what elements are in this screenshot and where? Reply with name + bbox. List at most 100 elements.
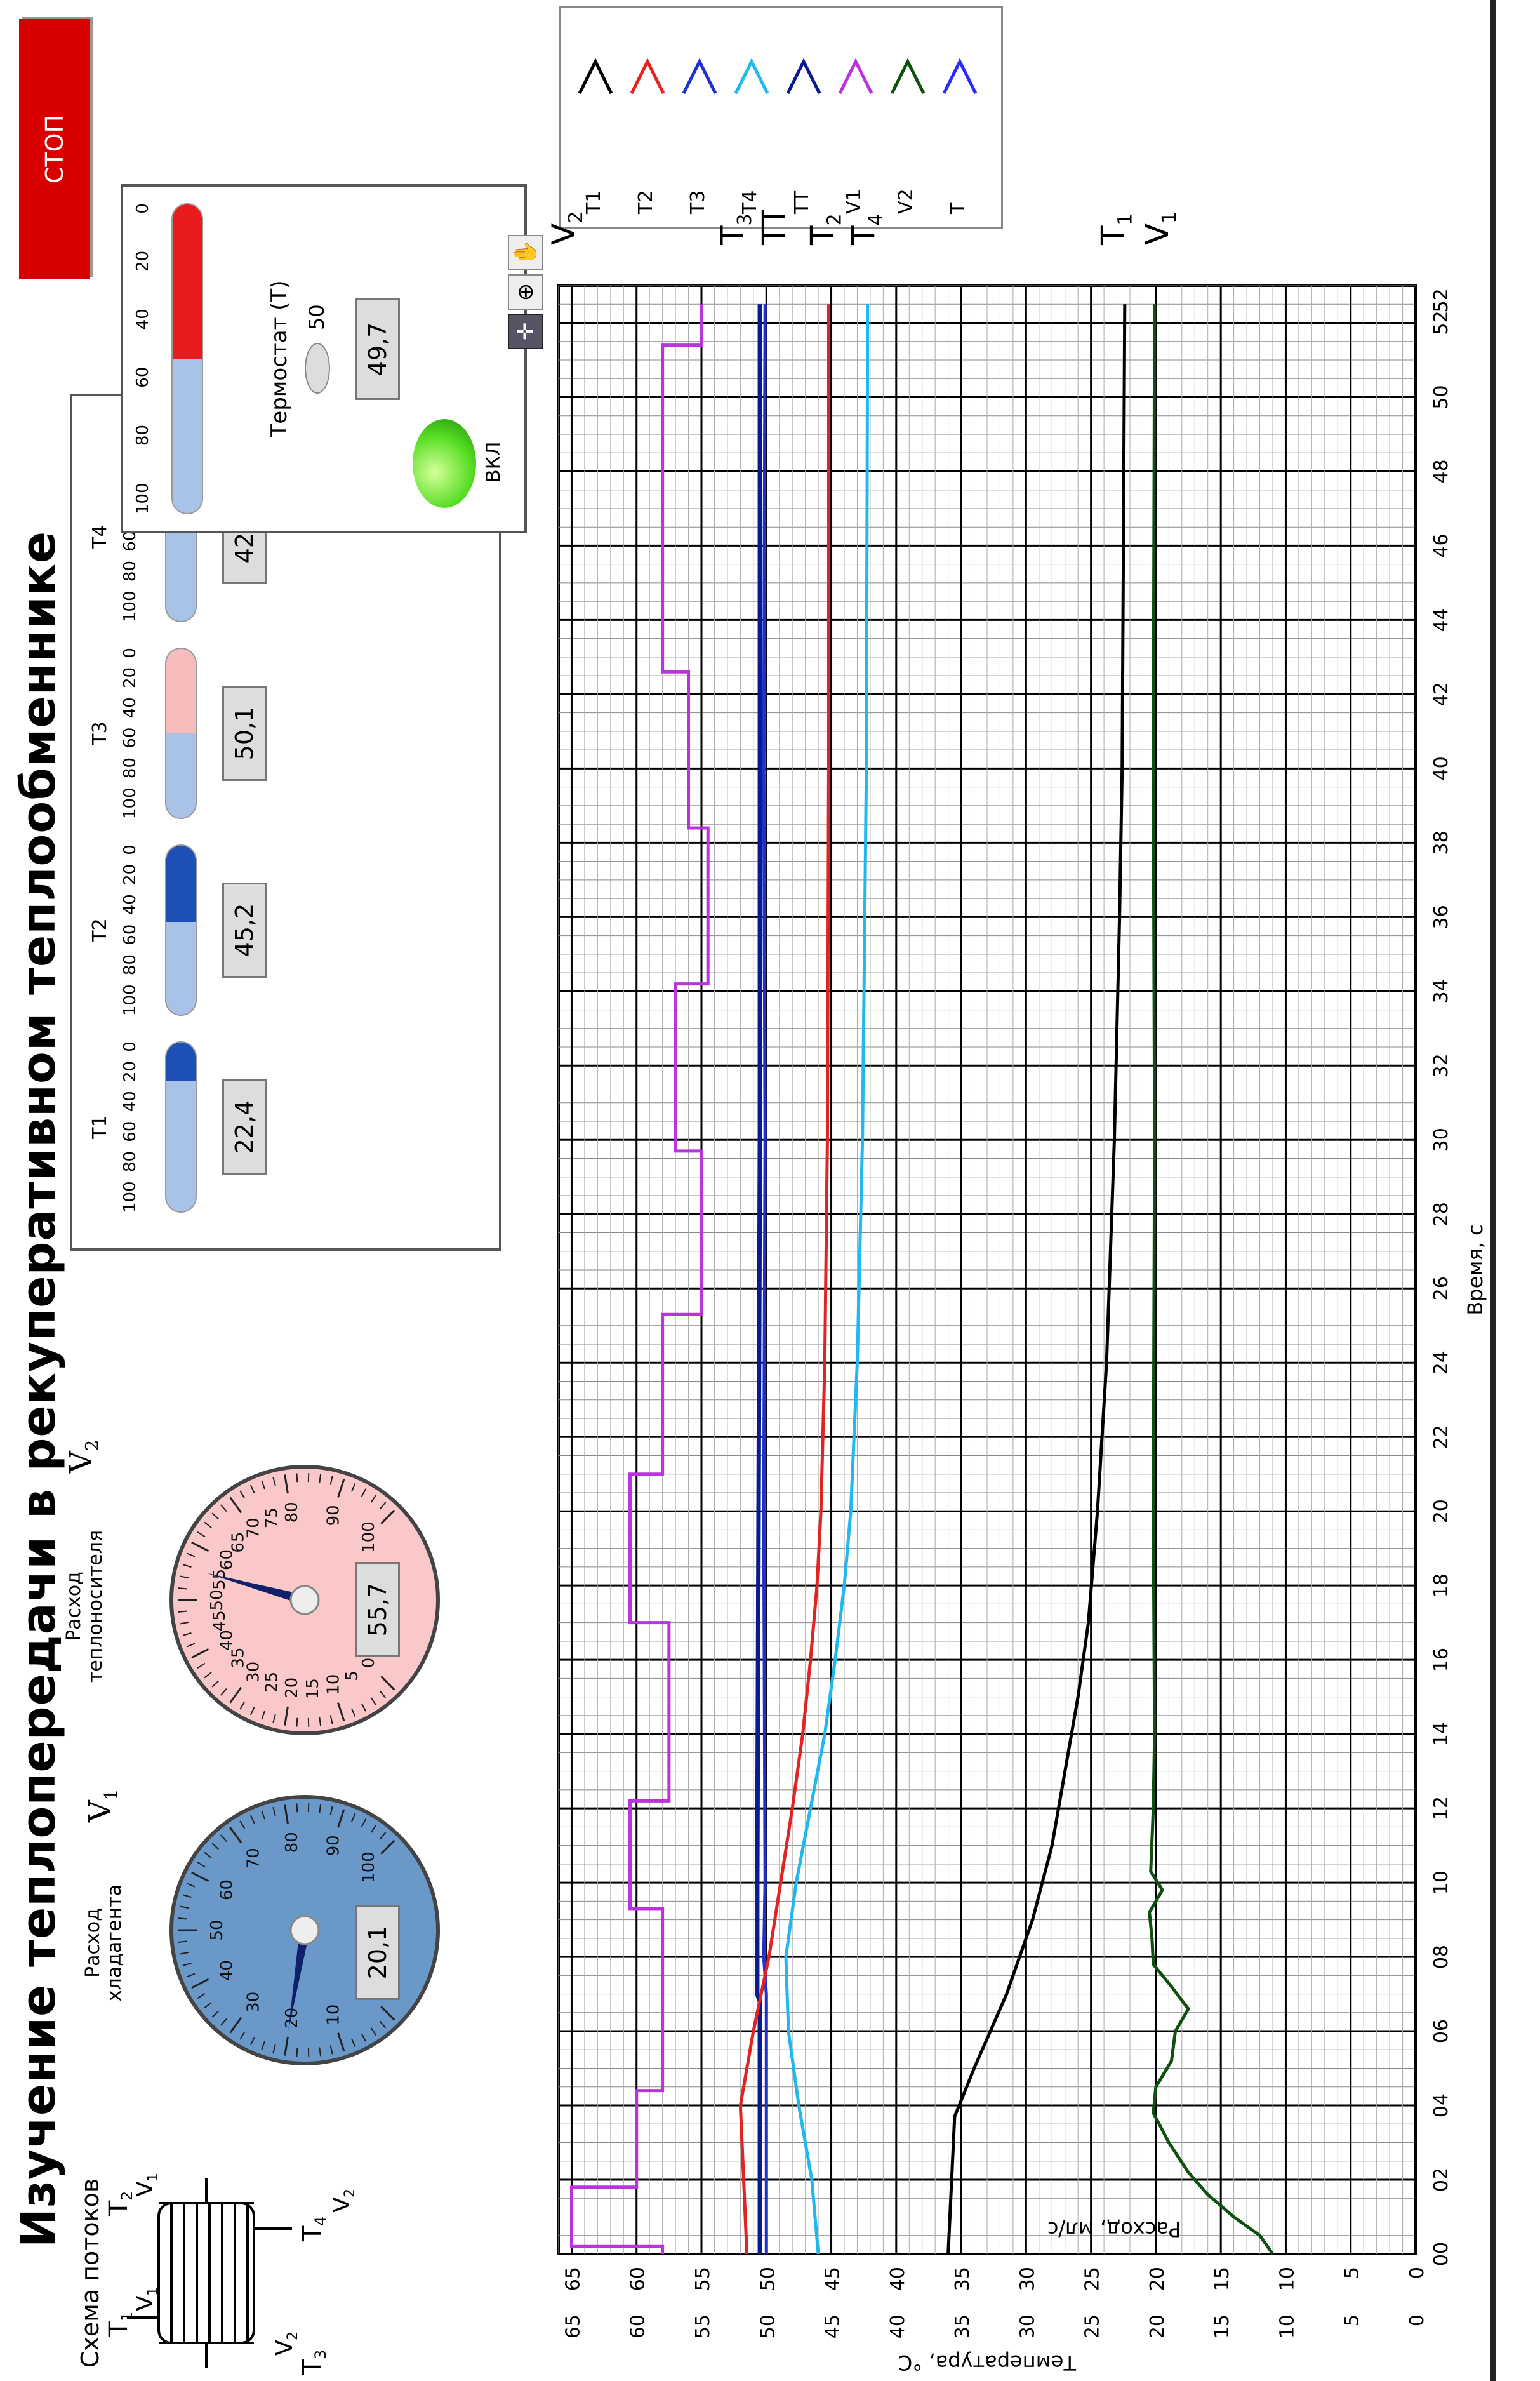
gauge-tick [380,2006,395,2021]
gauge-tick [211,1843,220,1850]
thermostat-scale-label: 60 [133,366,152,388]
y-tick-label: 10 [1276,2267,1298,2291]
thermometer-scale-label: 60 [121,1121,140,1142]
thermometer-bar [165,648,197,819]
x-tick-label: 24 [1430,1351,1452,1375]
thermometer-scale-label: 40 [121,697,140,719]
thermometer-scale: 100 80 60 40 20 0 [121,648,146,819]
x-tick-label: 06 [1430,2019,1452,2043]
stop-button[interactable]: СТОП [19,19,90,279]
gauge-tick [350,1708,356,1717]
series-line-t2 [738,304,830,2255]
thermometer-scale-label: 80 [121,954,140,976]
heat-exchanger-diagram: T 1 T 2 T 3 T 4 V 1 V 2 V 1 V 2 [104,2173,355,2375]
gauge-tick-label: 10 [324,1674,343,1695]
schema-t2-label: T [104,2200,133,2217]
thermostat-scale-label: 0 [133,203,152,214]
schema-v2b-sub: 2 [342,2189,355,2198]
pan-tool-icon[interactable]: ✋ [508,235,543,270]
gauge-tick [329,1715,333,1724]
gauge-tick-label: 100 [359,1851,378,1883]
gauge-tick [284,2036,289,2056]
thermometer-fill [166,649,196,734]
gauge-v1: 0102030405060708090100 [169,1795,440,2065]
thermostat-container: Термостат (T) 50 49,7 ВКЛ 100 80 60 40 20 0 [121,184,527,533]
x-tick-label: 34 [1430,979,1452,1003]
thermometer-label: T2 [89,918,111,942]
legend-item-t[interactable]: T [938,4,982,227]
x-tick-label: 42 [1430,682,1452,706]
x-tick-label: 20 [1430,1499,1452,1523]
gauge-tick [211,2010,220,2018]
gauge-tick-label: 10 [324,2004,343,2025]
thermostat-bar [171,203,203,514]
series-line-tt [755,304,762,2254]
gauge-v1-symbol: V1 [83,1789,122,1823]
thermometer-scale-label: 40 [121,1091,140,1112]
thermostat-knob[interactable] [305,343,330,394]
gauge-tick [191,1978,209,1989]
legend-swatch [942,58,978,95]
gauge-tick-label: 80 [282,1502,302,1523]
gauge-tick [337,1702,345,1721]
legend-item-v1[interactable]: V1 [833,4,878,227]
gauge-tick [379,1832,387,1840]
gauge-tick [178,1587,187,1590]
gauge-tick [370,1495,377,1503]
gauge-tick [284,1474,289,1494]
y-tick-label: 60 [627,2267,649,2291]
schema-t3-sub: 3 [312,2350,329,2359]
series-line-t1 [946,304,1127,2255]
gauge-tick [379,2020,387,2029]
thermometer-scale-label: 0 [121,1041,140,1052]
gauge-tick [182,1632,192,1636]
y-tick-label-left: 55 [692,2314,714,2338]
thermometer-scale: 100 80 60 40 20 0 [121,844,146,1016]
legend-swatch [682,58,717,95]
x-tick-label: 40 [1430,756,1452,780]
gauge-tick [361,1703,367,1712]
y-tick-label-left: 20 [1146,2314,1169,2338]
gauge-tick [220,1834,227,1843]
gauge-tick [229,1827,242,1844]
thermometer-scale-label: 60 [121,924,140,945]
gauge-tick [361,2033,367,2042]
thermometer-scale-label: 100 [121,1181,140,1213]
y-tick-label: 65 [562,2267,584,2291]
thermometer-t3: T3 100 80 60 40 20 0 50,1 [83,648,489,819]
series-end-label: T4 [846,213,887,246]
legend-item-tt[interactable]: TT [781,4,826,227]
gauge-tick [361,1488,367,1497]
legend-item-t3[interactable]: T3 [677,4,722,227]
gauge-tick [182,1564,192,1568]
gauge-tick [191,1541,209,1552]
legend-item-t2[interactable]: T2 [625,4,670,227]
gauge-v2-sub: 2 [81,1439,103,1451]
zoom-tool-icon[interactable]: ⊕ [508,274,543,310]
gauge-tick-label: 50 [208,1919,227,1940]
x-tick-label: 52 [1430,288,1452,312]
thermometer-value: 45,2 [222,883,267,978]
x-tick-label: 46 [1430,533,1452,557]
legend-item-t1[interactable]: T1 [573,4,618,227]
gauge-tick [182,1962,192,1966]
legend-item-v2[interactable]: V2 [886,4,930,227]
x-tick-label: 38 [1430,830,1452,855]
thermometer-scale-label: 80 [121,560,140,582]
y-tick-label: 55 [692,2267,714,2291]
gauge-tick [380,1839,395,1855]
gauge-tick-label: 30 [244,1992,263,2013]
gauge-v1-sub: 1 [100,1789,122,1801]
gauge-tick [186,1552,196,1557]
schema-v2b-label: V [329,2197,355,2213]
gauge-tick [284,1804,289,1824]
cursor-tool-icon[interactable]: ✛ [508,314,543,349]
x-tick-label: 48 [1430,459,1452,483]
thermometer-scale-label: 80 [121,757,140,779]
page-title: Изучение теплопередачи в рекуперативном … [11,530,66,2248]
legend-item-t4[interactable]: T4 [729,4,774,227]
legend-swatch [838,58,873,95]
gauge-tick [229,1497,242,1514]
gauge-hub [289,1915,320,1945]
